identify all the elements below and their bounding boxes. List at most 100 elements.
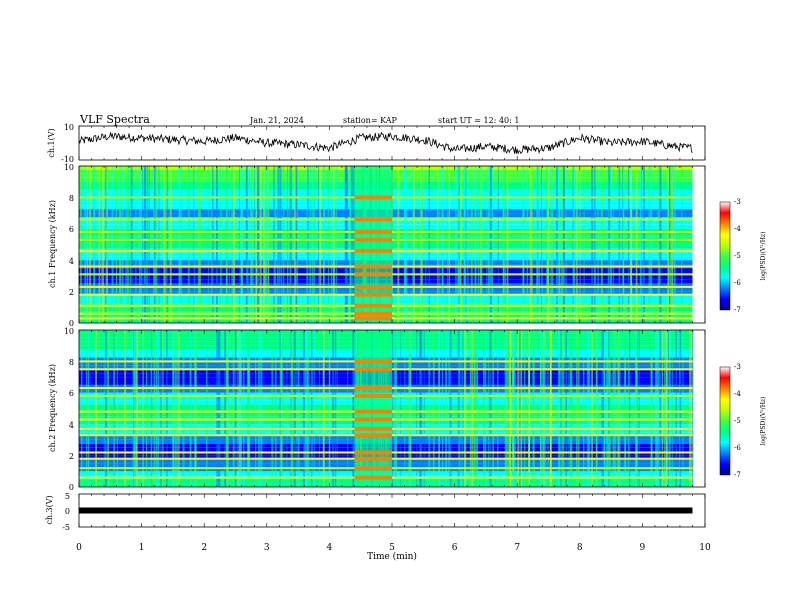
spectrogram-streak bbox=[394, 330, 397, 487]
spectrogram-streak bbox=[536, 166, 539, 323]
spectrogram-burst-band bbox=[354, 466, 392, 471]
spectrogram-streak bbox=[565, 330, 567, 487]
spectrogram-streak bbox=[220, 166, 221, 323]
spectrogram-streak bbox=[506, 166, 509, 323]
ch3-ytick-minus5: -5 bbox=[62, 523, 70, 532]
spectrogram-burst-band bbox=[354, 217, 392, 222]
spectrogram-streak bbox=[328, 330, 330, 487]
spectrogram-streak bbox=[635, 330, 637, 487]
spectrogram-streak bbox=[135, 330, 138, 487]
spectrogram-streak bbox=[558, 166, 559, 323]
spectrogram-streak bbox=[153, 166, 155, 323]
spectrogram-streak bbox=[689, 330, 691, 487]
ch1-ytick-2: 2 bbox=[69, 288, 74, 297]
spectrogram-streak bbox=[630, 166, 632, 323]
spectrogram-streak bbox=[160, 330, 162, 487]
spectrogram-streak bbox=[643, 166, 645, 323]
spectrogram-streak bbox=[668, 330, 670, 487]
ch2-cbar-tick-minus4: -4 bbox=[734, 390, 741, 398]
spectrogram-streak bbox=[178, 330, 180, 487]
xtick-8: 8 bbox=[577, 543, 583, 553]
spectrogram-streak bbox=[330, 166, 333, 323]
spectrogram-streak bbox=[260, 330, 263, 487]
spectrogram-streak bbox=[271, 330, 274, 487]
spectrogram-streak bbox=[497, 166, 499, 323]
ch2-colorbar: -3 -4 -5 -6 -7 log(PSD)(V²/Hz) bbox=[719, 363, 767, 479]
spectrogram-streak bbox=[627, 166, 630, 323]
spectrogram-streak bbox=[280, 330, 282, 487]
spectrogram-streak bbox=[116, 166, 117, 323]
spectrogram-streak bbox=[591, 166, 594, 323]
xtick-5: 5 bbox=[389, 543, 395, 553]
spectrogram-streak bbox=[432, 330, 435, 487]
spectrogram-streak bbox=[608, 330, 611, 487]
spectrogram-streak bbox=[306, 166, 308, 323]
xtick-1: 1 bbox=[139, 543, 145, 553]
spectrogram-streak bbox=[327, 166, 330, 323]
spectrogram-streak bbox=[675, 330, 677, 487]
spectrogram-burst-band bbox=[354, 475, 392, 480]
spectrogram-streak bbox=[420, 330, 423, 487]
spectrogram-streak bbox=[392, 330, 394, 487]
ch1-cbar-tick-minus3: -3 bbox=[734, 198, 741, 206]
spectrogram-streak bbox=[562, 166, 564, 323]
spectrogram-streak bbox=[541, 166, 542, 323]
spectrogram-burst-band bbox=[354, 316, 392, 321]
ch3-waveform-panel: 5 0 -5 ch.3(V) bbox=[45, 492, 706, 532]
spectrogram-streak bbox=[612, 330, 613, 487]
ch2-ytick-6: 6 bbox=[69, 389, 74, 398]
xtick-3: 3 bbox=[264, 543, 270, 553]
spectrogram-streak bbox=[239, 330, 242, 487]
spectrogram-streak bbox=[582, 330, 585, 487]
spectrogram-streak bbox=[296, 330, 298, 487]
spectrogram-burst-band bbox=[354, 386, 392, 391]
spectrogram-streak bbox=[670, 166, 673, 323]
ch3-waveform-ticks bbox=[78, 494, 706, 527]
spectrogram-streak bbox=[80, 166, 82, 323]
station-label: station= KAP bbox=[343, 116, 398, 125]
spectrogram-streak bbox=[563, 330, 565, 487]
spectrogram-streak bbox=[246, 166, 248, 323]
spectrogram-streak bbox=[319, 330, 320, 487]
spectrogram-streak bbox=[600, 166, 603, 323]
spectrogram-streak bbox=[442, 166, 444, 323]
spectrogram-streak bbox=[95, 330, 97, 487]
spectrogram-streak bbox=[441, 330, 443, 487]
spectrogram-streak bbox=[529, 166, 532, 323]
spectrogram-streak bbox=[509, 330, 512, 487]
spectrogram-streak bbox=[610, 166, 613, 323]
spectrogram-streak bbox=[163, 166, 165, 323]
spectrogram-streak bbox=[437, 166, 439, 323]
spectrogram-streak bbox=[629, 330, 631, 487]
spectrogram-streak bbox=[307, 166, 309, 323]
spectrogram-streak bbox=[673, 166, 676, 323]
spectrogram-streak bbox=[408, 330, 411, 487]
spectrogram-streak bbox=[507, 330, 510, 487]
spectrogram-streak bbox=[672, 166, 674, 323]
ch2-spectrogram-ylabel: ch.2 Frequency (kHz) bbox=[48, 364, 57, 452]
spectrogram-streak bbox=[679, 330, 682, 487]
spectrogram-burst-band bbox=[354, 433, 392, 438]
spectrogram-streak bbox=[111, 166, 114, 323]
spectrogram-streak bbox=[101, 166, 102, 323]
x-axis-label: Time (min) bbox=[367, 551, 417, 562]
spectrogram-streak bbox=[668, 166, 671, 323]
ch2-colorbar-gradient bbox=[719, 366, 731, 476]
ch1-spectrogram-ticks bbox=[78, 166, 706, 323]
spectrogram-streak bbox=[282, 166, 285, 323]
spectrogram-streak bbox=[439, 330, 440, 487]
spectrogram-streak bbox=[597, 166, 599, 323]
spectrogram-streak bbox=[465, 166, 467, 323]
ch1-waveform-panel: 10 -10 ch.1(V) bbox=[47, 123, 706, 164]
spectrogram-streak bbox=[189, 330, 191, 487]
spectrogram-streak bbox=[568, 330, 570, 487]
spectrogram-streak bbox=[635, 166, 638, 323]
spectrogram-streak bbox=[166, 166, 168, 323]
spectrogram-streak bbox=[237, 330, 239, 487]
spectrogram-streak bbox=[475, 166, 477, 323]
spectrogram-streak bbox=[251, 166, 253, 323]
spectrogram-streak bbox=[588, 330, 591, 487]
spectrogram-streak bbox=[256, 166, 259, 323]
spectrogram-streak bbox=[457, 330, 460, 487]
ch1-ytick-bottom: -10 bbox=[61, 155, 74, 164]
